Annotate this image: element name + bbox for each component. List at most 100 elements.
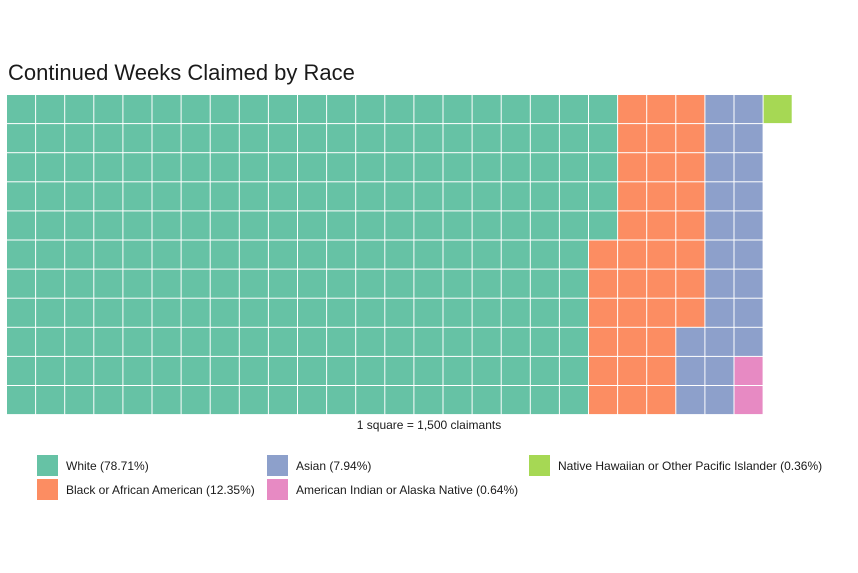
waffle-square [676,386,705,415]
waffle-square [618,327,647,356]
waffle-square [268,298,297,327]
legend-key [267,479,288,500]
waffle-square [414,124,443,153]
waffle-square [123,356,152,385]
waffle-square [647,269,676,298]
waffle-square [501,95,530,124]
waffle-square [210,182,239,211]
waffle-square [647,386,676,415]
waffle-square [589,327,618,356]
waffle-square [65,356,94,385]
waffle-square [298,356,327,385]
waffle-square [152,95,181,124]
waffle-square [647,298,676,327]
waffle-square [65,211,94,240]
waffle-square [472,95,501,124]
waffle-square [152,298,181,327]
waffle-square [152,182,181,211]
waffle-square [268,211,297,240]
waffle-square [356,240,385,269]
waffle-square [210,95,239,124]
waffle-square [210,327,239,356]
waffle-square [36,386,65,415]
chart-title: Continued Weeks Claimed by Race [8,60,355,85]
waffle-square [356,95,385,124]
waffle-square [298,240,327,269]
waffle-square [298,124,327,153]
waffle-square [36,298,65,327]
legend-label: White (78.71%) [66,458,149,473]
waffle-square [414,269,443,298]
waffle-square [559,124,588,153]
waffle-square [676,182,705,211]
waffle-square [472,182,501,211]
waffle-square [239,298,268,327]
waffle-square [530,95,559,124]
waffle-square [676,298,705,327]
waffle-square [734,240,763,269]
waffle-square [385,269,414,298]
waffle-square [298,269,327,298]
waffle-square [385,95,414,124]
waffle-square [239,386,268,415]
waffle-square [530,240,559,269]
waffle-square [298,95,327,124]
waffle-square [239,240,268,269]
waffle-square [501,386,530,415]
waffle-square [327,298,356,327]
waffle-square [501,182,530,211]
waffle-square [385,153,414,182]
waffle-square [385,182,414,211]
waffle-square [472,269,501,298]
waffle-square [181,124,210,153]
waffle-square [210,269,239,298]
waffle-square [647,211,676,240]
waffle-square [327,356,356,385]
waffle-square [705,327,734,356]
waffle-square [472,240,501,269]
waffle-square [559,240,588,269]
waffle-square [36,269,65,298]
waffle-square [385,240,414,269]
waffle-square [618,211,647,240]
waffle-square [65,298,94,327]
waffle-square [734,95,763,124]
waffle-square [356,182,385,211]
waffle-square [36,124,65,153]
waffle-square [734,182,763,211]
waffle-square [385,356,414,385]
waffle-square [210,153,239,182]
waffle-square [559,95,588,124]
waffle-square [123,153,152,182]
waffle-square [530,327,559,356]
waffle-square [501,124,530,153]
waffle-square [530,153,559,182]
waffle-square [647,182,676,211]
waffle-square [414,211,443,240]
waffle-square [472,356,501,385]
waffle-square [94,182,123,211]
waffle-square [7,298,36,327]
waffle-square [501,269,530,298]
waffle-square [559,327,588,356]
waffle-square [123,211,152,240]
waffle-square [443,269,472,298]
waffle-square [414,386,443,415]
waffle-square [589,182,618,211]
waffle-square [94,386,123,415]
waffle-square [647,153,676,182]
waffle-square [734,269,763,298]
waffle-square [618,356,647,385]
waffle-square [763,95,792,124]
waffle-square [676,356,705,385]
waffle-square [36,356,65,385]
waffle-square [734,124,763,153]
waffle-square [589,269,618,298]
waffle-square [210,124,239,153]
waffle-square [414,153,443,182]
waffle-square [94,356,123,385]
waffle-square [356,153,385,182]
waffle-square [559,211,588,240]
waffle-square [443,327,472,356]
waffle-square [530,356,559,385]
